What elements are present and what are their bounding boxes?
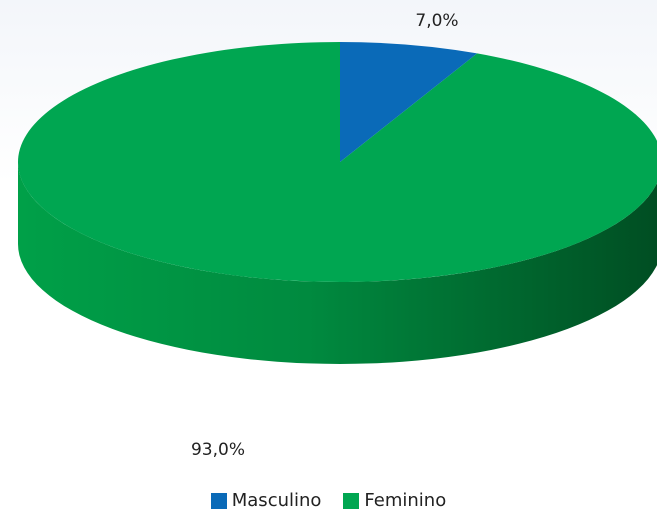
pie-slice-feminino[interactable] (18, 42, 657, 282)
data-label-feminino: 93,0% (191, 440, 245, 460)
legend-swatch-masculino (210, 492, 227, 509)
legend-item-feminino[interactable]: Feminino (343, 490, 446, 511)
legend-item-masculino[interactable]: Masculino (210, 490, 322, 511)
legend-label-feminino: Feminino (364, 490, 447, 511)
legend-label-masculino: Masculino (231, 490, 322, 511)
pie-side-feminino (18, 162, 657, 364)
legend-swatch-feminino (343, 492, 360, 509)
data-label-masculino: 7,0% (415, 11, 458, 31)
pie-slice-masculino[interactable] (340, 42, 478, 162)
chart-legend: Masculino Feminino (0, 490, 657, 511)
